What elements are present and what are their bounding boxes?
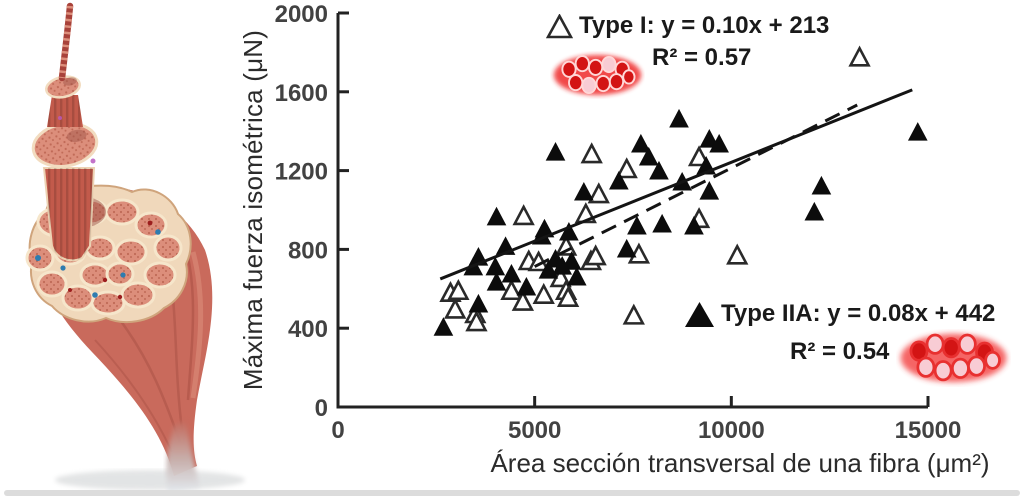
scatter-point-type-i: [848, 45, 871, 67]
scatter-point-type-iia: [669, 108, 689, 128]
scatter-point-type-i: [584, 244, 607, 266]
y-tick-label: 1600: [275, 80, 328, 107]
y-tick-label: 1200: [275, 159, 328, 186]
muscle-anatomy-illustration: [25, 2, 245, 492]
scatter-point-type-i: [500, 278, 523, 301]
scatter-point-type-iia: [501, 263, 522, 283]
y-tick-label: 0: [315, 395, 328, 422]
x-tick-label: 0: [331, 417, 344, 444]
scatter-point-type-iia: [699, 128, 720, 148]
x-tick-label: 5000: [508, 417, 561, 444]
scatter-point-type-iia: [638, 146, 659, 166]
fiber-cross-section: [44, 75, 82, 99]
fiber-column: [47, 95, 83, 127]
scatter-point-type-i: [726, 243, 749, 265]
trendline-type-iia: [439, 88, 913, 281]
y-tick-label: 2000: [275, 1, 328, 28]
tendon: [166, 420, 200, 492]
myofibril-strand: [58, 2, 74, 82]
scatter-point-type-iia: [486, 206, 507, 226]
scatter-point-type-i: [512, 204, 535, 226]
open-triangle-icon: [546, 13, 573, 38]
scatter-point-type-i: [580, 142, 603, 164]
scatter-point-type-iia: [561, 251, 582, 270]
scatter-point-type-i: [687, 145, 711, 167]
legend-type-iia-r2: R² = 0.54: [790, 338, 890, 365]
scatter-point-type-i: [447, 278, 470, 301]
type-iia-fiber-bundle-icon: [900, 333, 1007, 383]
scatter-point-type-iia: [574, 181, 594, 201]
scatter-point-type-iia: [709, 133, 729, 153]
scatter-point-type-iia: [631, 133, 651, 153]
y-tick-label: 400: [288, 316, 328, 343]
scatter-point-type-i: [444, 297, 467, 319]
scatter-point-type-iia: [486, 272, 507, 291]
scatter-point-type-iia: [616, 238, 637, 258]
scatter-point-type-iia: [433, 317, 454, 336]
y-tick-label: 800: [288, 237, 328, 264]
scatter-point-type-iia: [804, 201, 825, 221]
type-i-fiber-bundle-icon: [553, 55, 642, 95]
legend-type-i: Type I: y = 0.10x + 213: [546, 12, 829, 40]
scatter-point-type-i: [615, 157, 638, 179]
y-axis-label: Máxima fuerza isométrica (μN): [238, 29, 268, 391]
slide-bottom-strip: [4, 490, 1020, 496]
fascicle-column: [42, 167, 96, 262]
legend-type-iia: Type IIA: y = 0.08x + 442: [684, 300, 995, 328]
scatter-point-type-iia: [468, 293, 489, 313]
scatter-point-type-iia: [907, 122, 928, 141]
blue-capillary-marks: [35, 229, 161, 298]
legend-type-i-r2: R² = 0.57: [652, 44, 752, 71]
legend-type-i-equation: Type I: y = 0.10x + 213: [579, 12, 830, 39]
scatter-point-type-iia: [566, 266, 587, 286]
scatter-point-type-iia: [649, 160, 669, 180]
scatter-point-type-iia: [684, 215, 704, 235]
scatter-point-type-iia: [516, 276, 537, 296]
scatter-point-type-i: [587, 182, 610, 204]
scatter-point-type-iia: [811, 175, 832, 195]
marker-dot-purple: [90, 158, 96, 164]
scatter-point-type-i: [532, 282, 555, 304]
x-axis-label: Área sección transversal de una fibra (μ…: [490, 448, 990, 478]
scatter-point-type-iia: [652, 213, 672, 233]
fascicle-cross-section: [31, 122, 99, 168]
legend-type-iia-equation: Type IIA: y = 0.08x + 442: [721, 300, 996, 327]
scatter-point-type-i: [511, 289, 535, 311]
x-tick-label: 15000: [895, 417, 962, 444]
scatter-point-type-iia: [559, 221, 579, 241]
scatter-point-type-iia: [545, 141, 566, 161]
scatter-point-type-i: [556, 285, 580, 307]
filled-triangle-icon: [685, 301, 714, 327]
scatter-point-type-iia: [699, 181, 720, 200]
scatter-point-type-iia: [627, 215, 647, 235]
scatter-point-type-i: [622, 303, 645, 325]
x-tick-label: 10000: [698, 417, 765, 444]
scatter-point-type-iia: [609, 170, 629, 190]
scatter-point-type-i: [465, 310, 488, 332]
